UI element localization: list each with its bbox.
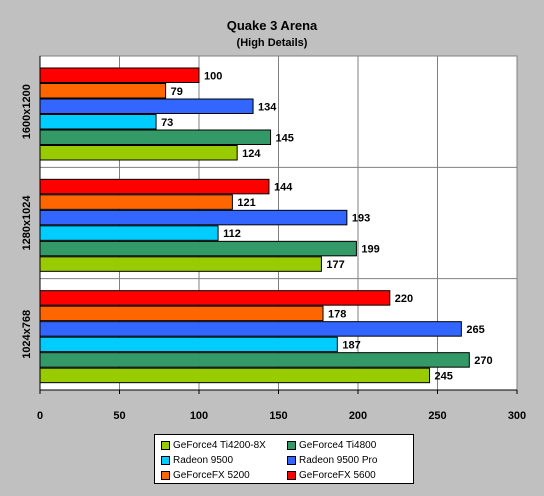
data-label-1024x768-1: 270 [474, 355, 492, 367]
data-label-1600x1200-5: 100 [204, 70, 222, 82]
legend-swatch-3 [287, 455, 296, 465]
legend-item-2: Radeon 9500 [161, 453, 233, 467]
bar-1280x1024-3 [39, 209, 348, 226]
x-tick-label-0: 0 [37, 410, 43, 422]
legend-item-3: Radeon 9500 Pro [287, 453, 377, 467]
bar-1024x768-5 [39, 290, 391, 306]
legend-swatch-0 [161, 440, 170, 450]
bar-1600x1200-2 [39, 114, 157, 130]
data-label-1024x768-4: 178 [328, 308, 346, 320]
legend-swatch-1 [287, 440, 296, 450]
bar-1024x768-0 [39, 367, 431, 384]
bar-1280x1024-1 [39, 240, 357, 257]
bar-1024x768-2 [39, 336, 338, 353]
category-label-2: 1024x768 [21, 310, 33, 359]
x-tick-label-2: 100 [190, 410, 208, 422]
legend-item-5: GeForceFX 5600 [287, 468, 376, 482]
category-labels: 1600x1200 1280x1024 1024x768 [21, 84, 33, 359]
legend-label-4: GeForceFX 5200 [173, 469, 250, 481]
bar-1600x1200-5 [39, 67, 200, 83]
data-label-1280x1024-3: 193 [352, 213, 370, 225]
bar-1600x1200-3 [39, 98, 254, 114]
x-tick-label-1: 50 [113, 410, 125, 422]
bar-1024x768-1 [39, 352, 470, 368]
legend-label-3: Radeon 9500 Pro [299, 454, 378, 466]
data-label-1024x768-2: 187 [342, 339, 360, 351]
legend-swatch-5 [287, 470, 296, 480]
bar-1280x1024-4 [39, 194, 233, 210]
bar-1600x1200-1 [39, 129, 272, 145]
x-tick-label-6: 300 [508, 410, 526, 422]
legend-item-0: GeForce4 Ti4200-8X [161, 438, 266, 452]
data-label-1280x1024-1: 199 [361, 244, 379, 256]
bar-1280x1024-2 [39, 225, 219, 241]
legend: GeForce4 Ti4200-8X GeForce4 Ti4800 Radeon … [154, 434, 414, 484]
data-label-1280x1024-0: 177 [326, 259, 344, 271]
legend-label-1: GeForce4 Ti4800 [299, 439, 377, 451]
chart-subtitle: (High Details) [237, 37, 308, 49]
data-label-1280x1024-5: 144 [274, 182, 293, 194]
bar-1280x1024-0 [39, 256, 322, 272]
legend-swatch-4 [161, 470, 170, 480]
chart-title: Quake 3 Arena [227, 18, 318, 33]
category-label-1: 1280x1024 [21, 195, 33, 251]
data-label-1600x1200-2: 73 [161, 117, 173, 129]
bar-1024x768-3 [39, 321, 462, 337]
data-label-1024x768-3: 265 [466, 324, 484, 336]
category-label-0: 1600x1200 [21, 84, 33, 139]
legend-label-0: GeForce4 Ti4200-8X [173, 439, 266, 451]
data-label-1600x1200-4: 79 [171, 86, 183, 98]
x-axis-ticks: 0 50 100 150 200 250 300 [37, 390, 526, 422]
bar-1600x1200-4 [39, 83, 167, 99]
legend-item-4: GeForceFX 5200 [161, 468, 250, 482]
data-label-1600x1200-0: 124 [242, 148, 261, 160]
x-tick-label-4: 200 [349, 410, 367, 422]
data-label-1024x768-0: 245 [435, 370, 453, 382]
legend-item-1: GeForce4 Ti4800 [287, 438, 376, 452]
data-label-1024x768-5: 220 [395, 293, 413, 305]
data-label-1280x1024-4: 121 [237, 197, 255, 209]
legend-label-2: Radeon 9500 [173, 454, 234, 466]
data-label-1600x1200-1: 145 [276, 132, 294, 144]
bars-group: 100 79 134 73 145 124 144 121 193 112 199 177 220 178… [39, 67, 493, 384]
data-label-1600x1200-3: 134 [258, 101, 277, 113]
x-tick-label-3: 150 [269, 410, 287, 422]
x-tick-label-5: 250 [428, 410, 446, 422]
legend-label-5: GeForceFX 5600 [299, 469, 376, 481]
data-label-1280x1024-2: 112 [223, 228, 241, 240]
bar-1600x1200-0 [39, 145, 238, 161]
bar-1024x768-4 [39, 305, 324, 322]
chart-svg: Quake 3 Arena (High Details) 10079134731… [21, 18, 526, 422]
legend-swatch-2 [161, 455, 170, 465]
bar-1280x1024-5 [39, 178, 270, 195]
